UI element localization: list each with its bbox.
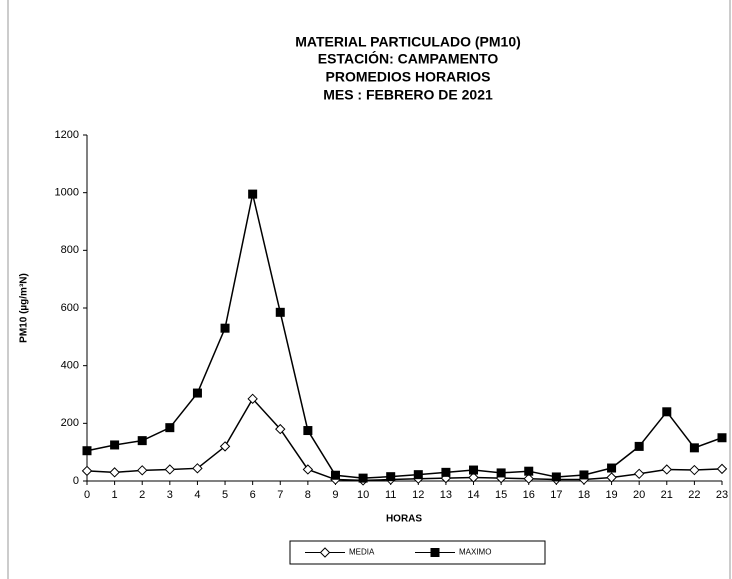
marker <box>413 470 423 480</box>
x-tick-label: 6 <box>250 489 256 501</box>
x-tick-label: 12 <box>412 489 424 501</box>
x-tick-label: 9 <box>332 489 338 501</box>
y-tick-label: 200 <box>61 417 79 429</box>
marker <box>192 463 203 474</box>
marker <box>469 465 479 475</box>
legend-text: MEDIA <box>349 548 375 557</box>
y-tick-label: 800 <box>61 244 79 256</box>
marker <box>137 436 147 446</box>
marker <box>386 472 396 482</box>
marker <box>430 548 440 557</box>
x-tick-label: 19 <box>605 489 617 501</box>
marker <box>137 465 148 476</box>
chart-title: PROMEDIOS HORARIOS <box>326 69 491 85</box>
marker <box>165 423 175 433</box>
x-tick-label: 3 <box>167 489 173 501</box>
x-tick-label: 22 <box>688 489 700 501</box>
marker <box>689 464 700 476</box>
marker <box>358 473 368 483</box>
marker <box>551 472 561 482</box>
legend-box <box>289 540 546 565</box>
marker <box>247 393 258 405</box>
marker <box>634 441 644 451</box>
x-tick-label: 21 <box>661 489 673 501</box>
y-axis-label: PM10 (µg/m³N) <box>19 273 30 343</box>
x-tick-label: 7 <box>277 489 283 501</box>
x-tick-label: 5 <box>222 489 228 501</box>
marker <box>109 467 120 478</box>
marker <box>662 407 672 417</box>
marker <box>110 440 120 450</box>
x-tick-label: 16 <box>523 489 535 501</box>
marker <box>248 189 258 199</box>
marker <box>164 464 176 475</box>
y-tick-label: 1000 <box>55 187 79 199</box>
marker <box>82 446 92 456</box>
marker <box>524 466 534 476</box>
marker <box>633 468 645 479</box>
series-line <box>86 193 723 479</box>
x-tick-label: 2 <box>139 489 145 501</box>
x-tick-label: 4 <box>194 489 200 501</box>
marker <box>523 473 534 484</box>
marker <box>330 470 340 480</box>
marker <box>81 465 93 477</box>
marker <box>717 433 727 443</box>
y-tick-label: 600 <box>61 302 79 314</box>
x-tick-label: 11 <box>385 489 396 501</box>
marker <box>607 463 617 473</box>
y-tick-label: 1200 <box>55 129 79 141</box>
marker <box>716 463 728 475</box>
marker <box>219 441 231 452</box>
chart-title: ESTACIÓN: CAMPAMENTO <box>318 50 499 67</box>
x-tick-label: 14 <box>467 489 479 501</box>
x-tick-label: 17 <box>550 489 562 501</box>
marker <box>303 426 313 436</box>
marker <box>275 423 286 435</box>
x-tick-label: 8 <box>305 489 311 501</box>
x-tick-label: 18 <box>578 489 590 501</box>
marker <box>468 472 479 483</box>
x-tick-label: 23 <box>716 489 728 501</box>
x-tick-label: 1 <box>112 489 118 501</box>
marker <box>319 547 331 558</box>
marker <box>275 307 285 317</box>
marker <box>496 468 506 478</box>
legend-text: MAXIMO <box>459 548 491 557</box>
chart-title: MATERIAL PARTICULADO (PM10) <box>295 34 521 50</box>
chart-title: MES : FEBRERO DE 2021 <box>323 87 493 103</box>
x-tick-label: 0 <box>84 489 90 501</box>
marker <box>661 464 672 475</box>
marker <box>689 443 699 453</box>
marker <box>441 467 451 477</box>
y-tick-label: 400 <box>61 360 79 372</box>
x-tick-label: 20 <box>633 489 645 501</box>
x-tick-label: 15 <box>495 489 507 501</box>
marker <box>606 472 617 483</box>
marker <box>192 388 202 398</box>
marker <box>220 323 230 333</box>
y-tick-label: 0 <box>73 475 79 487</box>
x-tick-label: 13 <box>440 489 452 501</box>
marker <box>302 464 314 475</box>
x-tick-label: 10 <box>357 489 369 501</box>
marker <box>579 470 589 480</box>
x-axis-label: HORAS <box>386 514 422 525</box>
